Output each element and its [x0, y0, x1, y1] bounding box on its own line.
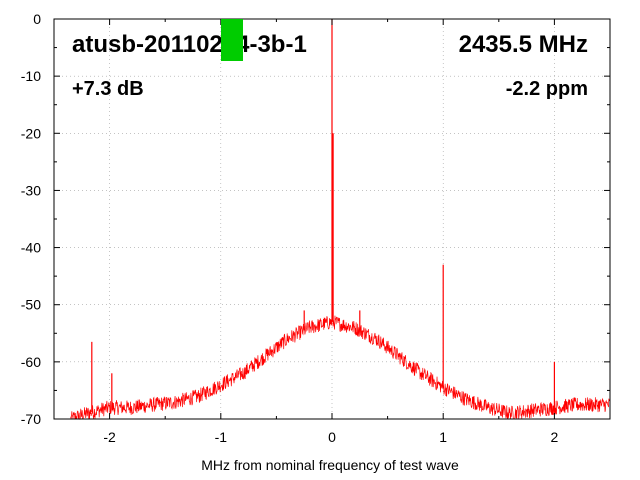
y-tick-label: -10	[21, 68, 41, 84]
y-tick-labels: 0 -10 -20 -30 -40 -50 -60 -70	[21, 11, 41, 427]
y-tick-label: -70	[21, 411, 41, 427]
frequency-label: 2435.5 MHz	[459, 31, 588, 58]
axis-ticks	[53, 18, 611, 420]
y-tick-label: -20	[21, 125, 41, 141]
x-tick-label: -2	[103, 429, 116, 445]
y-tick-label: -50	[21, 297, 41, 313]
x-tick-labels: -2 -1 0 1 2	[103, 429, 558, 445]
x-tick-label: -1	[215, 429, 228, 445]
gain-label: +7.3 dB	[72, 78, 144, 100]
x-tick-label: 0	[328, 429, 336, 445]
x-tick-label: 1	[439, 429, 447, 445]
chart-title: atusb-20110214-3b-1	[72, 31, 307, 58]
y-tick-label: 0	[33, 11, 41, 27]
y-tick-label: -30	[21, 182, 41, 198]
status-marker	[221, 19, 243, 61]
y-tick-label: -40	[21, 240, 41, 256]
spectrum-series	[70, 19, 611, 421]
x-axis-label: MHz from nominal frequency of test wave	[201, 457, 459, 473]
spectrum-trace	[70, 315, 611, 421]
y-tick-label: -60	[21, 354, 41, 370]
ppm-label: -2.2 ppm	[506, 78, 588, 100]
x-tick-label: 2	[551, 429, 559, 445]
